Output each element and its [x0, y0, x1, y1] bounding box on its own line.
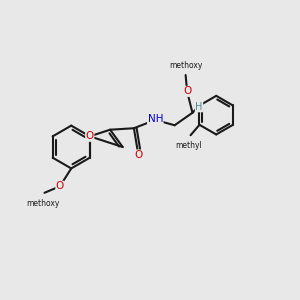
- Text: O: O: [56, 181, 64, 191]
- Text: O: O: [183, 86, 191, 96]
- Text: methoxy: methoxy: [26, 199, 60, 208]
- Text: methoxy: methoxy: [169, 61, 202, 70]
- Text: methyl: methyl: [176, 141, 202, 150]
- Text: H: H: [195, 102, 203, 112]
- Text: O: O: [85, 131, 94, 141]
- Text: O: O: [134, 150, 142, 160]
- Text: NH: NH: [148, 114, 163, 124]
